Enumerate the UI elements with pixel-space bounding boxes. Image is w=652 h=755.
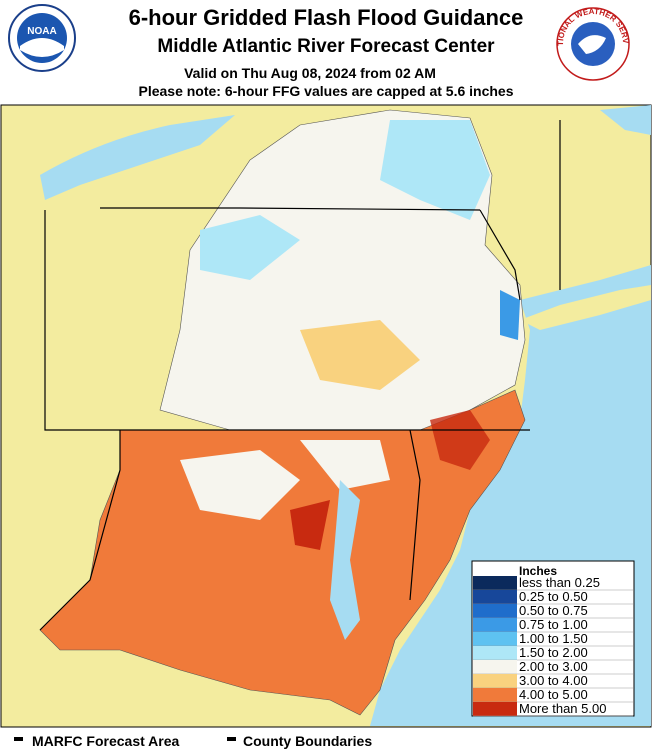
note: Please note: 6-hour FFG values are cappe… [138, 83, 513, 99]
valid-time: Valid on Thu Aug 08, 2024 from 02 AM [184, 65, 436, 81]
map: Inches less than 0.250.25 to 0.500.50 to… [0, 104, 652, 728]
subtitle: Middle Atlantic River Forecast Center [157, 36, 495, 57]
lake [600, 105, 651, 135]
legend-swatch [473, 590, 517, 604]
legend-label: 4.00 to 5.00 [519, 687, 588, 702]
chesapeake [330, 480, 360, 640]
forecast-area-swatch [14, 737, 23, 741]
county-swatch [227, 737, 236, 741]
legend-swatch [473, 688, 517, 702]
legend-label: 2.00 to 3.00 [519, 659, 588, 674]
noaa-logo: NOAA [8, 4, 76, 72]
wet-area [500, 290, 520, 340]
legend-swatch [473, 660, 517, 674]
legend-swatch [473, 576, 517, 590]
wet-area [380, 120, 490, 220]
lake-erie [40, 115, 235, 200]
footer: MARFC Forecast Area County Boundaries [14, 733, 372, 749]
legend-swatch [473, 646, 517, 660]
legend-title: Inches [519, 564, 557, 578]
wettest-area [290, 500, 330, 550]
legend-label: 0.75 to 1.00 [519, 617, 588, 632]
legend-swatch [473, 632, 517, 646]
mixed-area [180, 450, 300, 520]
legend-rows: less than 0.250.25 to 0.500.50 to 0.750.… [473, 575, 633, 717]
state-boundaries [39, 120, 561, 631]
legend-label: 0.50 to 0.75 [519, 603, 588, 618]
legend-label: less than 0.25 [519, 575, 600, 590]
legend-label: More than 5.00 [519, 701, 606, 716]
mixed-area [300, 440, 390, 490]
legend-label: 1.00 to 1.50 [519, 631, 588, 646]
wet-area [200, 215, 300, 280]
legend-label: 3.00 to 4.00 [519, 673, 588, 688]
footer-item: MARFC Forecast Area [32, 733, 180, 749]
noaa-label: NOAA [27, 26, 56, 37]
legend-swatch [473, 604, 517, 618]
legend-label: 1.50 to 2.00 [519, 645, 588, 660]
legend-swatch [473, 674, 517, 688]
legend-swatch [473, 702, 517, 716]
dry-area [300, 320, 420, 390]
title: 6-hour Gridded Flash Flood Guidance [129, 5, 524, 30]
footer-item: County Boundaries [243, 733, 372, 749]
legend-label: 0.25 to 0.50 [519, 589, 588, 604]
long-island [520, 285, 651, 330]
wettest-area [430, 410, 490, 470]
legend-swatch [473, 618, 517, 632]
legend: Inches less than 0.250.25 to 0.500.50 to… [471, 560, 635, 717]
